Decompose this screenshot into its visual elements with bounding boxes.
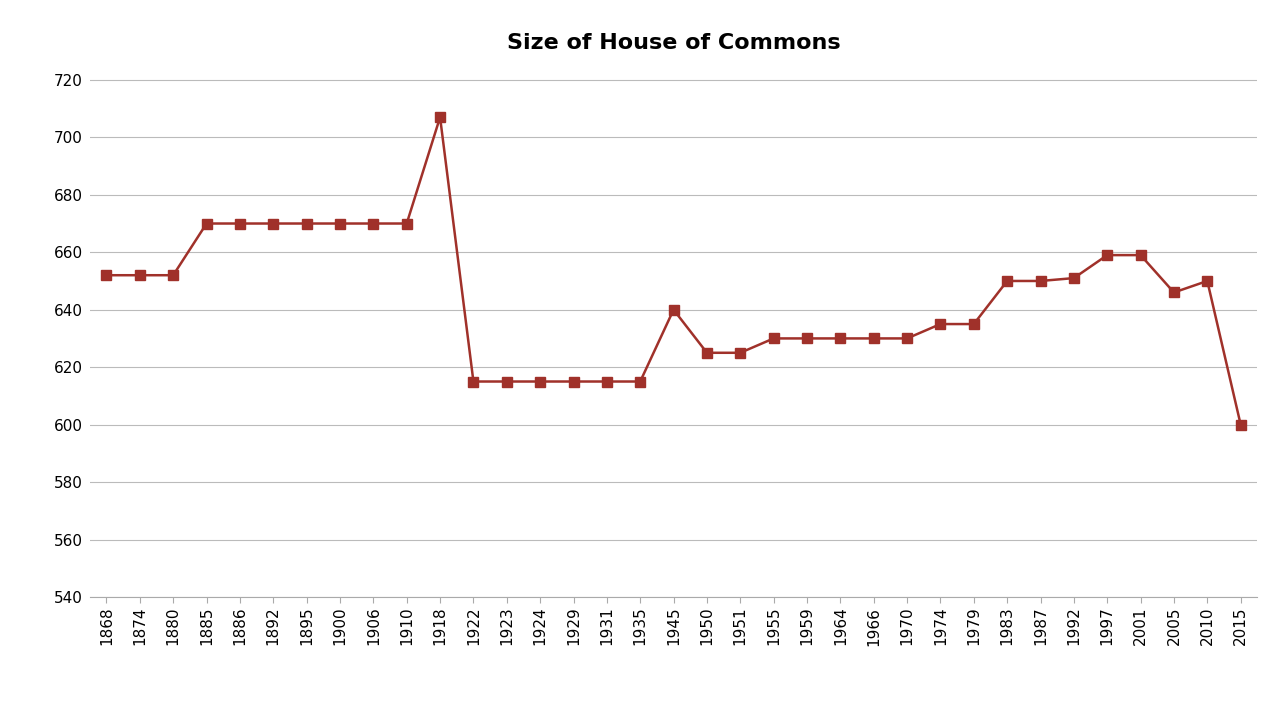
Title: Size of House of Commons: Size of House of Commons	[507, 33, 840, 53]
